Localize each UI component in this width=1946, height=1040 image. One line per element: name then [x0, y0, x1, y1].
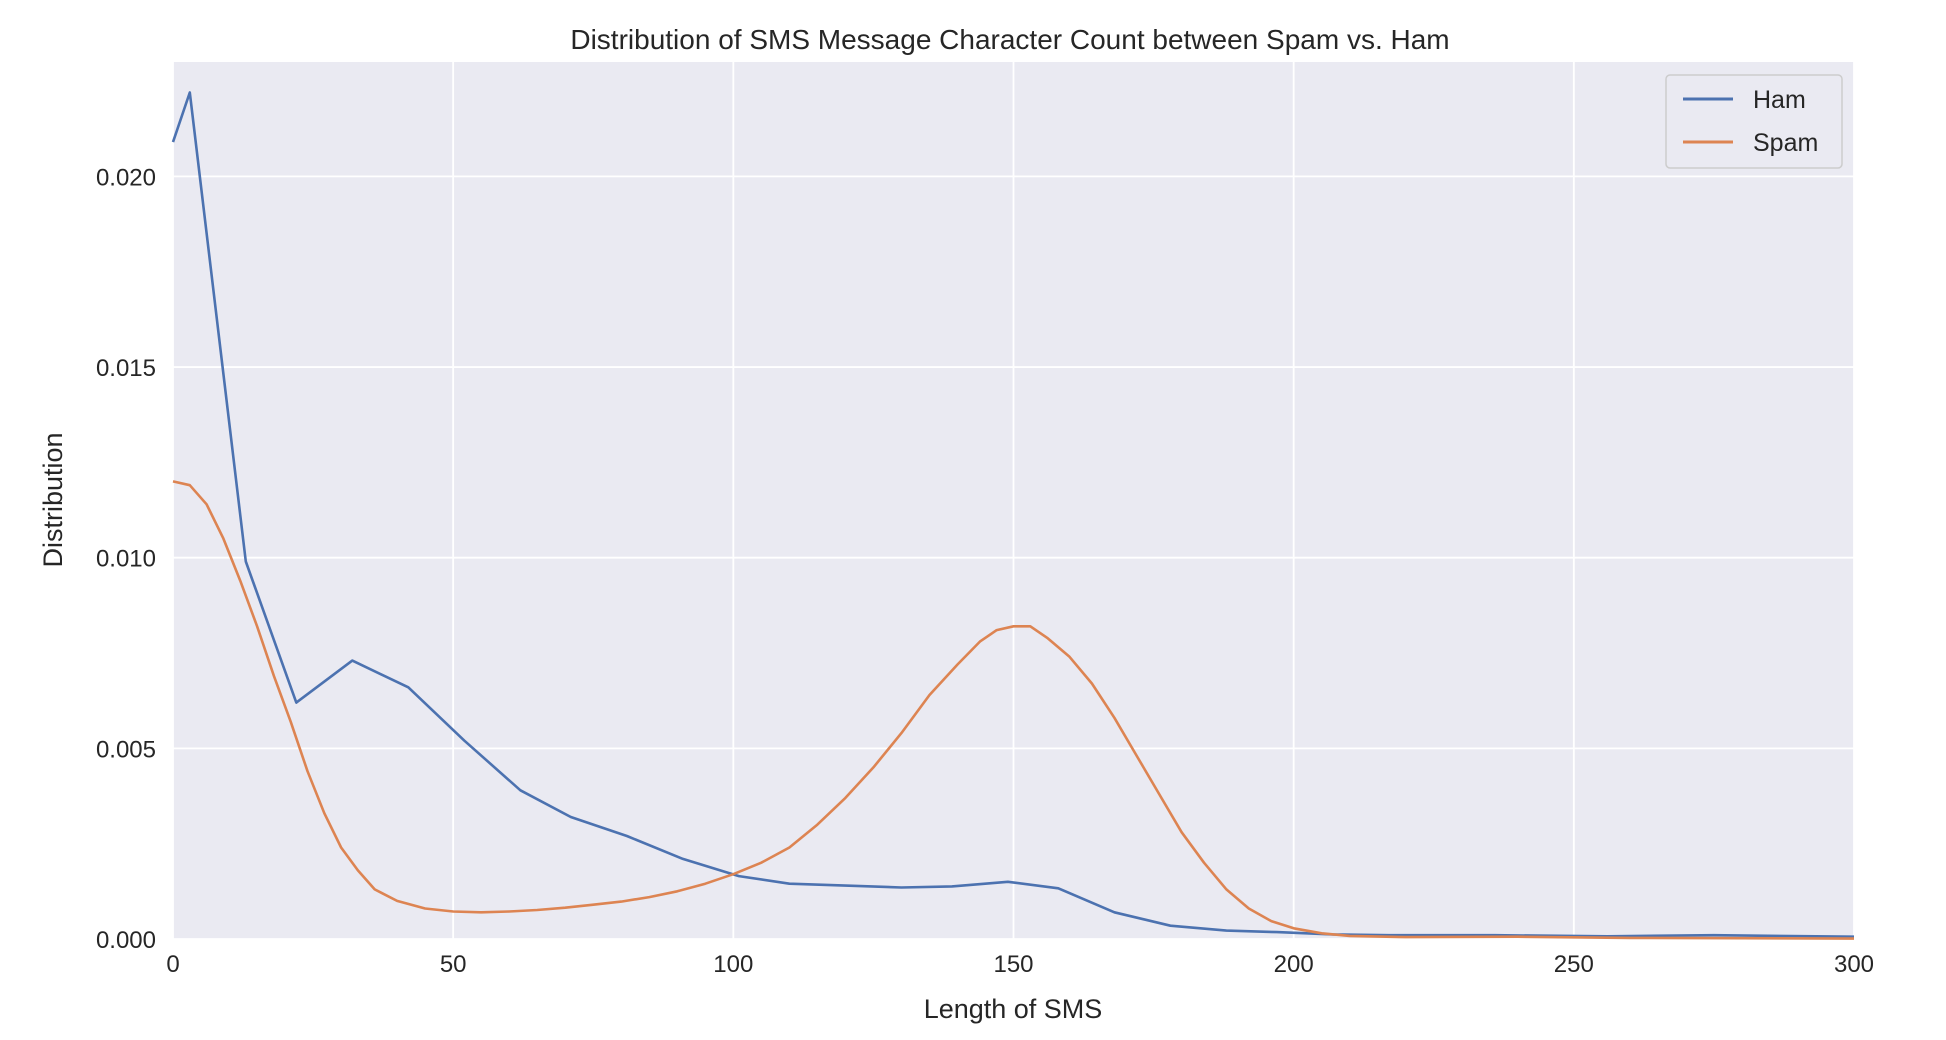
x-tick-labels: 0 50 100 150 200 250 300: [166, 951, 1874, 978]
x-tick-label: 200: [1274, 951, 1314, 978]
legend: Ham Spam: [1665, 74, 1843, 169]
series-lines: [171, 91, 1855, 940]
y-tick-label: 0.010: [96, 546, 156, 573]
y-axis-label: Distribution: [38, 432, 68, 567]
x-tick-label: 0: [166, 951, 179, 978]
chart-title: Distribution of SMS Message Character Co…: [570, 24, 1449, 55]
x-tick-label: 300: [1834, 951, 1874, 978]
x-tick-label: 250: [1554, 951, 1594, 978]
y-tick-label: 0.005: [96, 736, 156, 763]
x-tick-label: 50: [440, 951, 467, 978]
grid-lines: [172, 62, 1855, 940]
y-tick-label: 0.000: [96, 927, 156, 954]
series-line-ham: [171, 91, 1855, 938]
y-tick-labels: 0.000 0.005 0.010 0.015 0.020: [96, 164, 156, 954]
y-tick-label: 0.015: [96, 355, 156, 382]
x-tick-label: 100: [713, 951, 753, 978]
legend-label-ham: Ham: [1753, 86, 1806, 114]
y-tick-label: 0.020: [96, 164, 156, 191]
x-tick-label: 150: [993, 951, 1033, 978]
legend-label-spam: Spam: [1753, 129, 1818, 157]
series-line-spam: [172, 480, 1855, 940]
x-axis-label: Length of SMS: [924, 994, 1103, 1024]
